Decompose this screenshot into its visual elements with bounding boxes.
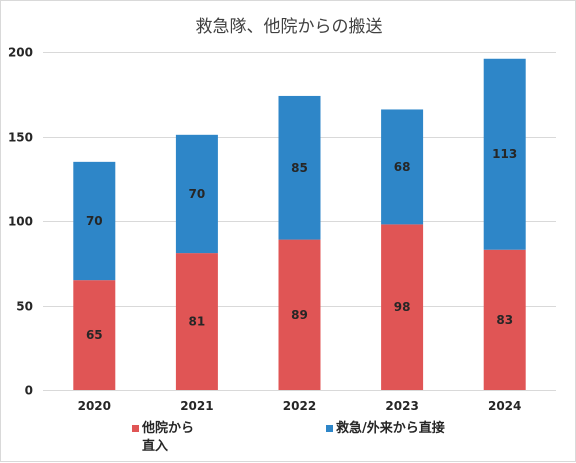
data-label: 85 [291, 161, 308, 175]
y-tick-label: 50 [16, 300, 33, 314]
data-label: 65 [86, 328, 103, 342]
bar-segment-2021-series-1 [175, 134, 218, 254]
data-label: 70 [189, 187, 206, 201]
data-label: 83 [496, 313, 513, 327]
legend-swatch-series-1 [326, 425, 333, 432]
x-tick-label: 2020 [78, 399, 111, 413]
y-tick-label: 200 [8, 46, 33, 60]
bars: 65 70 81 70 89 85 98 68 83 113 [73, 58, 526, 390]
bar-segment-2022-series-1 [278, 95, 321, 240]
data-label: 89 [291, 308, 308, 322]
legend-label-series-0: 他院から直入 [141, 420, 194, 454]
x-axis: 2020 2021 2022 2023 2024 [78, 399, 522, 413]
y-tick-label: 100 [8, 215, 33, 229]
data-label: 98 [394, 300, 411, 314]
y-tick-label: 0 [25, 384, 33, 398]
bar-segment-2024-series-0 [483, 249, 526, 390]
x-tick-label: 2023 [385, 399, 418, 413]
bar-segment-2023-series-1 [381, 109, 424, 225]
bar-segment-2020-series-1 [73, 161, 116, 281]
bar-segment-2021-series-0 [175, 253, 218, 390]
legend-label-series-1: 救急/外来から直接 [336, 420, 445, 436]
bar-segment-2024-series-1 [483, 58, 526, 250]
legend-swatch-series-0 [132, 425, 139, 432]
x-tick-label: 2022 [283, 399, 316, 413]
chart-title: 救急隊、他院からの搬送 [196, 17, 383, 37]
bar-segment-2023-series-0 [381, 224, 424, 390]
bar-segment-2020-series-0 [73, 280, 116, 390]
data-label: 81 [189, 315, 206, 329]
data-label: 113 [492, 147, 517, 161]
legend: 他院から直入 救急/外来から直接 [132, 420, 445, 454]
x-tick-label: 2021 [180, 399, 213, 413]
data-label: 70 [86, 214, 103, 228]
bar-segment-2022-series-0 [278, 239, 321, 390]
x-tick-label: 2024 [488, 399, 521, 413]
y-axis: 0 50 100 150 200 [8, 46, 33, 398]
data-label: 68 [394, 160, 411, 174]
y-tick-label: 150 [8, 131, 33, 145]
